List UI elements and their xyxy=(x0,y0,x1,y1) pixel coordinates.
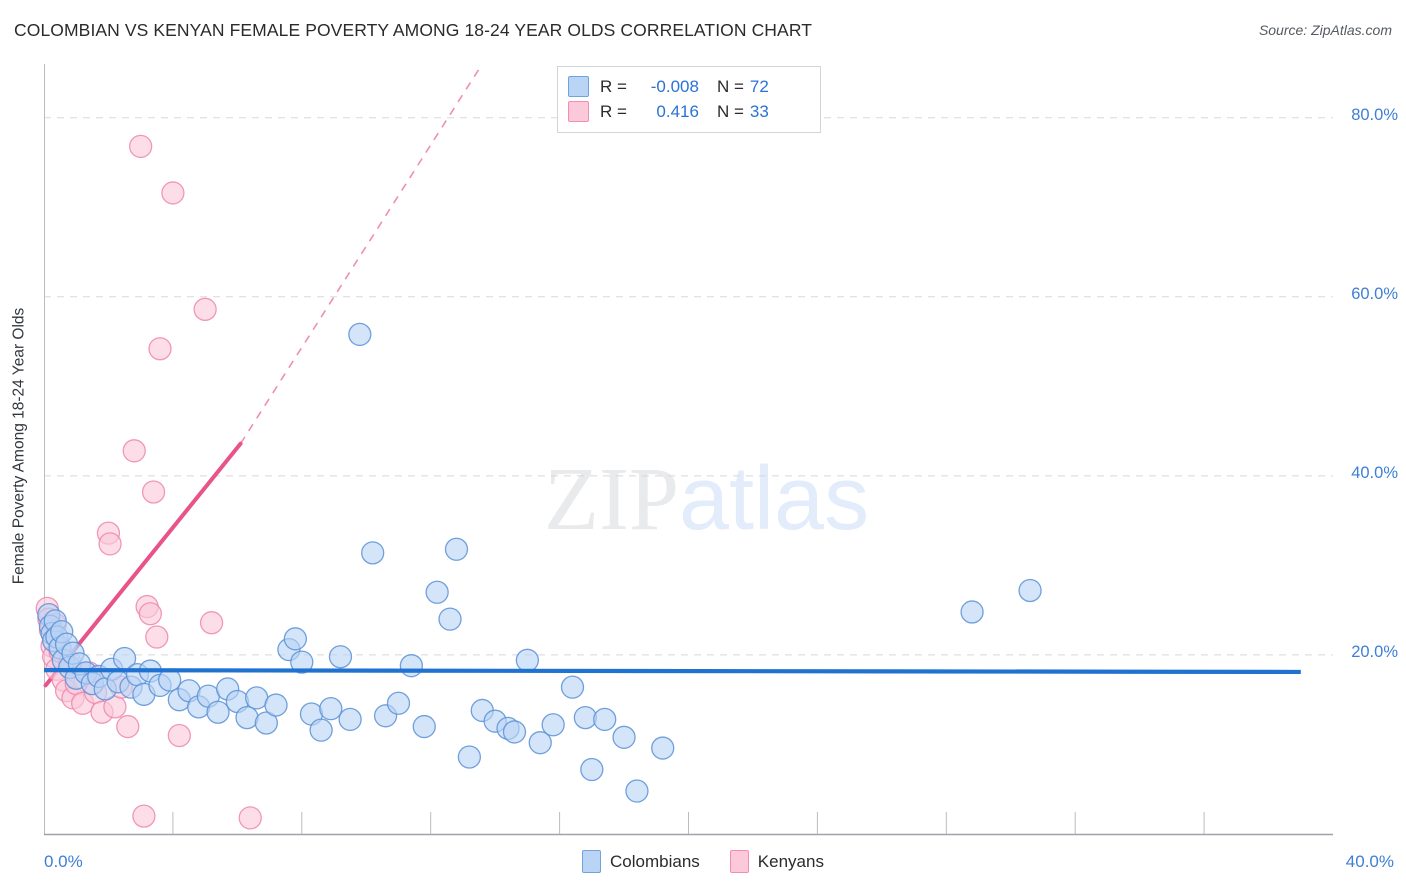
data-point-colombians-40 xyxy=(290,650,314,674)
data-point-colombians-55 xyxy=(457,745,482,769)
legend-label-colombians: Colombians xyxy=(610,851,700,871)
source-credit: Source: ZipAtlas.com xyxy=(1258,22,1392,38)
r-label-kenyans: R = xyxy=(600,101,627,121)
legend-swatch-kenyans-icon xyxy=(729,850,749,873)
y-tick-label-2: 60.0% xyxy=(1351,284,1398,303)
data-point-colombians-34 xyxy=(235,705,259,730)
scatter-plot-svg xyxy=(35,63,1333,836)
trendline-colombians xyxy=(43,668,1301,675)
data-point-colombians-51 xyxy=(412,714,436,739)
stats-row-colombians: R = -0.008 N = 72 xyxy=(568,74,810,99)
r-label-colombians: R = xyxy=(600,76,627,96)
correlation-stats-legend: R = -0.008 N = 72 R = 0.416 N = 33 xyxy=(557,66,821,133)
trendline-kenyans-dashed xyxy=(239,63,483,445)
data-point-colombians-63 xyxy=(560,675,585,699)
y-tick-label-1: 40.0% xyxy=(1351,463,1398,482)
data-point-colombians-70 xyxy=(960,600,984,624)
data-point-colombians-64 xyxy=(573,705,598,730)
y-tick-label-3: 80.0% xyxy=(1351,105,1398,124)
series-legend: Colombians Kenyans xyxy=(0,850,1406,873)
data-point-colombians-62 xyxy=(541,713,565,737)
data-point-kenyans-18 xyxy=(98,532,122,556)
data-point-kenyans-30 xyxy=(167,723,191,748)
y-tick-label-0: 20.0% xyxy=(1351,642,1398,661)
legend-item-kenyans[interactable]: Kenyans xyxy=(729,850,824,873)
legend-swatch-colombians-icon xyxy=(582,850,602,873)
data-point-colombians-67 xyxy=(612,725,636,749)
data-point-colombians-45 xyxy=(338,707,362,732)
data-point-colombians-36 xyxy=(254,711,279,735)
data-point-kenyans-31 xyxy=(193,297,217,321)
swatch-colombians-icon xyxy=(568,76,589,97)
n-value-kenyans: 33 xyxy=(749,101,769,121)
legend-label-kenyans: Kenyans xyxy=(757,851,824,871)
data-point-colombians-60 xyxy=(515,648,540,672)
n-label-kenyans: N = xyxy=(716,101,744,121)
data-point-colombians-49 xyxy=(386,691,411,715)
data-point-colombians-65 xyxy=(580,757,604,782)
plot-area: ZIPatlas xyxy=(35,63,1333,836)
data-point-colombians-39 xyxy=(283,627,308,651)
x-axis-max-label: 40.0% xyxy=(1345,852,1394,871)
data-point-colombians-42 xyxy=(309,718,333,742)
y-axis-title-text: Female Poverty Among 18-24 Year Olds xyxy=(10,307,28,585)
scatter-series-kenyans xyxy=(35,134,262,830)
data-point-colombians-59 xyxy=(502,720,527,744)
scatter-series-colombians xyxy=(37,322,1042,803)
data-point-kenyans-27 xyxy=(145,625,169,649)
data-point-colombians-46 xyxy=(348,322,372,347)
stats-row-kenyans: R = 0.416 N = 33 xyxy=(568,99,810,124)
data-point-colombians-61 xyxy=(528,731,552,755)
legend-item-colombians[interactable]: Colombians xyxy=(582,850,700,873)
data-point-kenyans-28 xyxy=(148,337,172,361)
page-title: COLOMBIAN VS KENYAN FEMALE POVERTY AMONG… xyxy=(14,20,813,40)
data-point-kenyans-33 xyxy=(238,806,262,830)
data-point-colombians-66 xyxy=(593,707,617,732)
data-point-kenyans-34 xyxy=(132,804,156,828)
data-point-kenyans-23 xyxy=(129,134,153,159)
data-point-kenyans-26 xyxy=(141,480,166,504)
data-point-kenyans-22 xyxy=(122,439,146,463)
r-value-colombians: -0.008 xyxy=(650,76,699,96)
y-axis-title: Female Poverty Among 18-24 Year Olds xyxy=(6,0,32,892)
data-point-colombians-47 xyxy=(361,541,385,565)
n-label-colombians: N = xyxy=(716,76,744,96)
swatch-kenyans-icon xyxy=(568,101,589,122)
data-point-colombians-68 xyxy=(625,779,649,803)
data-point-colombians-52 xyxy=(425,580,449,604)
data-point-kenyans-32 xyxy=(199,611,224,635)
data-point-colombians-53 xyxy=(438,607,462,631)
n-value-colombians: 72 xyxy=(749,76,769,96)
data-point-colombians-31 xyxy=(206,700,230,724)
data-point-kenyans-25 xyxy=(138,602,162,626)
r-value-kenyans: 0.416 xyxy=(656,101,699,121)
data-point-colombians-54 xyxy=(444,537,469,561)
x-axis-min-label: 0.0% xyxy=(44,852,83,871)
data-point-kenyans-29 xyxy=(161,181,185,205)
data-point-colombians-37 xyxy=(264,693,288,717)
data-point-colombians-35 xyxy=(245,686,269,710)
data-point-kenyans-21 xyxy=(116,714,140,739)
data-point-colombians-71 xyxy=(1018,578,1042,603)
data-point-colombians-50 xyxy=(399,654,424,678)
data-point-colombians-43 xyxy=(319,697,343,721)
data-point-colombians-69 xyxy=(651,736,675,760)
data-point-colombians-44 xyxy=(328,645,353,669)
